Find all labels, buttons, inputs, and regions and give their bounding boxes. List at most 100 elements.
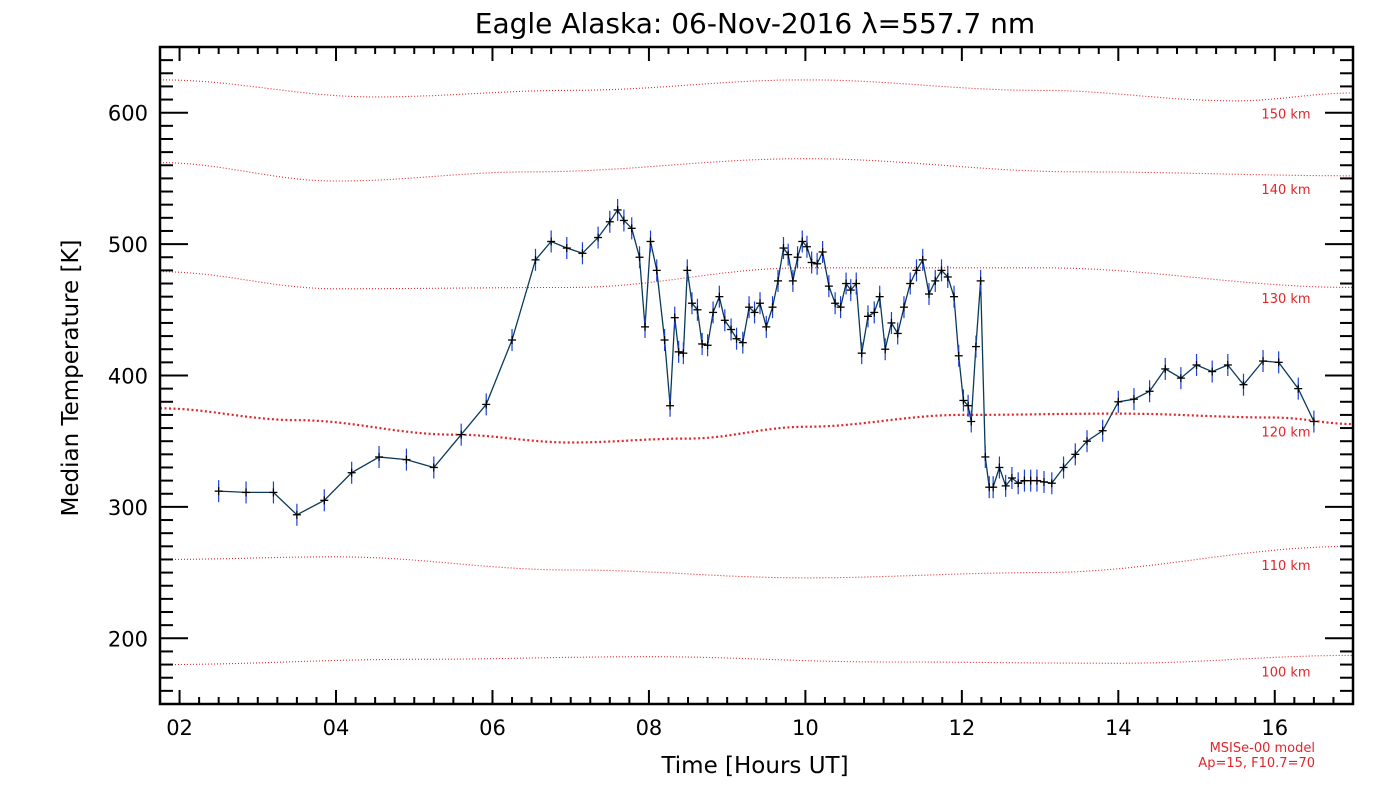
data-point — [214, 480, 223, 503]
data-point — [836, 296, 845, 319]
model-curve-label-5: 150 km — [1261, 108, 1310, 123]
model-curve-1 — [160, 545, 1353, 579]
data-point — [652, 259, 661, 282]
data-point — [578, 242, 587, 265]
data-point — [1192, 353, 1201, 376]
data-point — [1001, 474, 1010, 497]
data-point — [674, 340, 683, 363]
data-point — [870, 301, 879, 324]
data-point — [594, 226, 603, 249]
data-point — [1223, 353, 1232, 376]
data-point — [976, 269, 985, 292]
data-point — [950, 285, 959, 308]
data-point — [964, 394, 973, 417]
data-point — [666, 394, 675, 417]
data-point — [429, 456, 438, 479]
data-point — [943, 265, 952, 288]
data-point — [720, 309, 729, 332]
data-point — [679, 342, 688, 365]
data-point — [347, 461, 356, 484]
data-point — [375, 445, 384, 468]
data-point — [1239, 373, 1248, 396]
model-credit-line-1: MSISe-00 model — [1210, 741, 1315, 756]
data-point — [715, 285, 724, 308]
data-point — [1129, 388, 1138, 411]
data-point — [818, 240, 827, 263]
data-point — [954, 344, 963, 367]
data-point — [846, 279, 855, 302]
model-curve-label-1: 110 km — [1261, 559, 1310, 574]
data-point — [774, 269, 783, 292]
x-tick-label: 02 — [166, 716, 193, 740]
model-curve-5 — [160, 79, 1353, 102]
data-point — [981, 445, 990, 468]
data-point — [857, 342, 866, 365]
data-point — [863, 305, 872, 328]
y-tick-label: 200 — [108, 627, 148, 651]
data-point — [709, 301, 718, 324]
data-point — [1114, 390, 1123, 413]
model-curve-3 — [160, 267, 1354, 290]
data-point — [1274, 351, 1283, 374]
data-point — [269, 481, 278, 504]
data-point — [798, 230, 807, 253]
data-point — [687, 292, 696, 315]
data-point — [1007, 466, 1016, 489]
data-series — [214, 198, 1318, 526]
y-tick-label: 500 — [108, 233, 148, 257]
model-curve-0 — [160, 654, 1353, 666]
data-point — [402, 448, 411, 471]
data-point — [831, 292, 840, 315]
data-point — [727, 318, 736, 341]
data-point — [562, 237, 571, 260]
x-tick-label: 16 — [1261, 716, 1288, 740]
data-point — [1047, 472, 1056, 495]
data-point — [613, 198, 622, 221]
data-point — [788, 269, 797, 292]
data-point — [482, 393, 491, 416]
data-point — [793, 246, 802, 269]
data-point — [1161, 357, 1170, 380]
x-tick-label: 08 — [636, 716, 663, 740]
axis-ticks: 02 04 06 08 10 12 14 16 200 300 400 500 600 — [108, 46, 1353, 740]
plot-frame — [158, 45, 1355, 706]
data-point — [756, 292, 765, 315]
data-point — [641, 315, 650, 338]
data-point — [779, 237, 788, 260]
y-tick-label: 600 — [108, 102, 148, 126]
model-curve-label-4: 140 km — [1261, 183, 1310, 198]
data-point — [1294, 377, 1303, 400]
data-point — [1039, 470, 1048, 493]
data-point — [635, 246, 644, 269]
data-point — [1176, 367, 1185, 390]
data-point — [899, 296, 908, 319]
data-point — [619, 209, 628, 232]
data-point — [1059, 456, 1068, 479]
data-point — [660, 329, 669, 352]
model-curve-label-0: 100 km — [1261, 666, 1310, 681]
data-point — [971, 335, 980, 358]
data-point — [967, 410, 976, 433]
data-point — [750, 301, 759, 324]
data-point — [813, 252, 822, 275]
data-point — [292, 503, 301, 526]
data-point — [802, 235, 811, 258]
data-point — [989, 476, 998, 499]
data-point — [852, 272, 861, 295]
model-credit-line-2: Ap=15, F10.7=70 — [1198, 756, 1315, 771]
data-point — [893, 322, 902, 345]
chart-title: Eagle Alaska: 06-Nov-2016 λ=557.7 nm — [475, 7, 1035, 40]
data-point — [1032, 469, 1041, 492]
data-point — [937, 259, 946, 282]
data-point — [320, 489, 329, 512]
data-point — [918, 248, 927, 271]
data-point — [646, 230, 655, 253]
data-point — [875, 285, 884, 308]
data-point — [698, 332, 707, 355]
data-point — [693, 298, 702, 321]
data-point — [1083, 430, 1092, 453]
data-point — [959, 389, 968, 412]
data-point — [703, 334, 712, 357]
data-point — [1208, 360, 1217, 383]
